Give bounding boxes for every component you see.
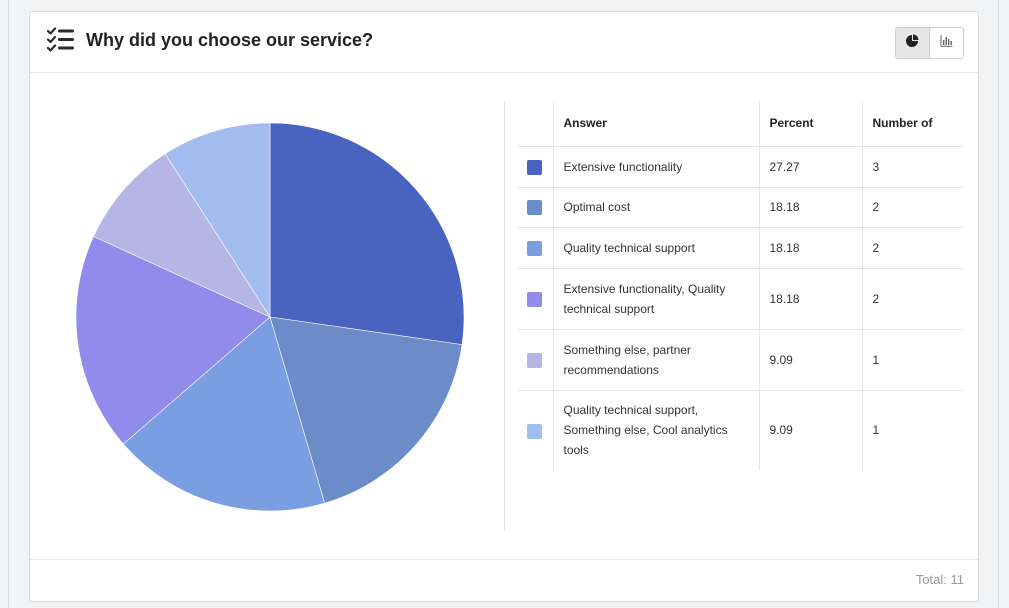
pie-slice-1[interactable] [269, 122, 465, 345]
percent-cell: 18.18 [759, 187, 863, 228]
table-header-row: Answer Percent Number of [517, 101, 964, 147]
card-title: Why did you choose our service? [86, 30, 374, 50]
count-cell: 2 [862, 268, 964, 330]
bar-chart-icon [940, 34, 953, 52]
percent-column-header: Percent [759, 101, 863, 147]
percent-cell: 27.27 [759, 146, 863, 188]
page-edge-right [998, 0, 1009, 608]
pie-chart [60, 107, 480, 527]
table-row: Optimal cost 18.18 2 [517, 187, 964, 228]
table-row: Extensive functionality, Quality technic… [517, 268, 964, 330]
legend-swatch [527, 240, 543, 256]
checklist-icon [46, 27, 76, 53]
table-row: Quality technical support 18.18 2 [517, 227, 964, 269]
legend-swatch [527, 200, 543, 216]
table-row: Extensive functionality 27.27 3 [517, 146, 964, 188]
answer-cell: Extensive functionality [553, 146, 760, 188]
percent-cell: 9.09 [759, 390, 863, 470]
answers-table: Answer Percent Number of Extensive funct… [517, 101, 964, 470]
pie-view-button[interactable] [896, 28, 930, 58]
pie-chart-svg [75, 122, 465, 512]
card-header: Why did you choose our service? [30, 12, 978, 73]
chart-view-toggle [895, 27, 964, 59]
pie-slice-4[interactable] [75, 236, 271, 445]
legend-swatch [527, 352, 543, 368]
count-cell: 2 [862, 227, 964, 269]
legend-swatch [527, 423, 543, 439]
table-row: Something else, partner recommendations … [517, 329, 964, 391]
card-footer: Total: 11 [30, 559, 978, 601]
pie-slice-5[interactable] [93, 153, 271, 318]
pie-slice-2[interactable] [269, 316, 463, 504]
count-cell: 1 [872, 423, 880, 438]
page-edge-left [0, 0, 9, 608]
swatch-column-header [517, 101, 554, 147]
bar-view-button[interactable] [929, 28, 963, 58]
percent-cell: 9.09 [759, 329, 863, 391]
chart-table-divider [504, 101, 505, 531]
answer-cell: Extensive functionality, Quality technic… [553, 268, 760, 330]
legend-swatch [527, 291, 543, 307]
legend-swatch [527, 159, 543, 175]
survey-question-card: Why did you choose our service? [29, 11, 979, 602]
pie-slice-3[interactable] [122, 316, 326, 512]
answer-cell: Optimal cost [553, 187, 760, 228]
answer-cell: Quality technical support [553, 227, 760, 269]
count-cell: 3 [862, 146, 964, 188]
answer-cell: Something else, partner recommendations [553, 329, 760, 391]
answer-column-header: Answer [553, 101, 760, 147]
pie-slice-6[interactable] [164, 122, 271, 319]
percent-cell: 18.18 [759, 268, 863, 330]
answer-cell: Quality technical support, Something els… [553, 390, 760, 470]
number-column-header: Number of [862, 101, 964, 147]
pie-chart-icon [905, 34, 919, 53]
table-row: Quality technical support, Something els… [517, 390, 964, 470]
total-count: Total: 11 [915, 572, 964, 587]
count-cell: 2 [862, 187, 964, 228]
percent-cell: 18.18 [759, 227, 863, 269]
count-cell: 1 [862, 329, 964, 391]
